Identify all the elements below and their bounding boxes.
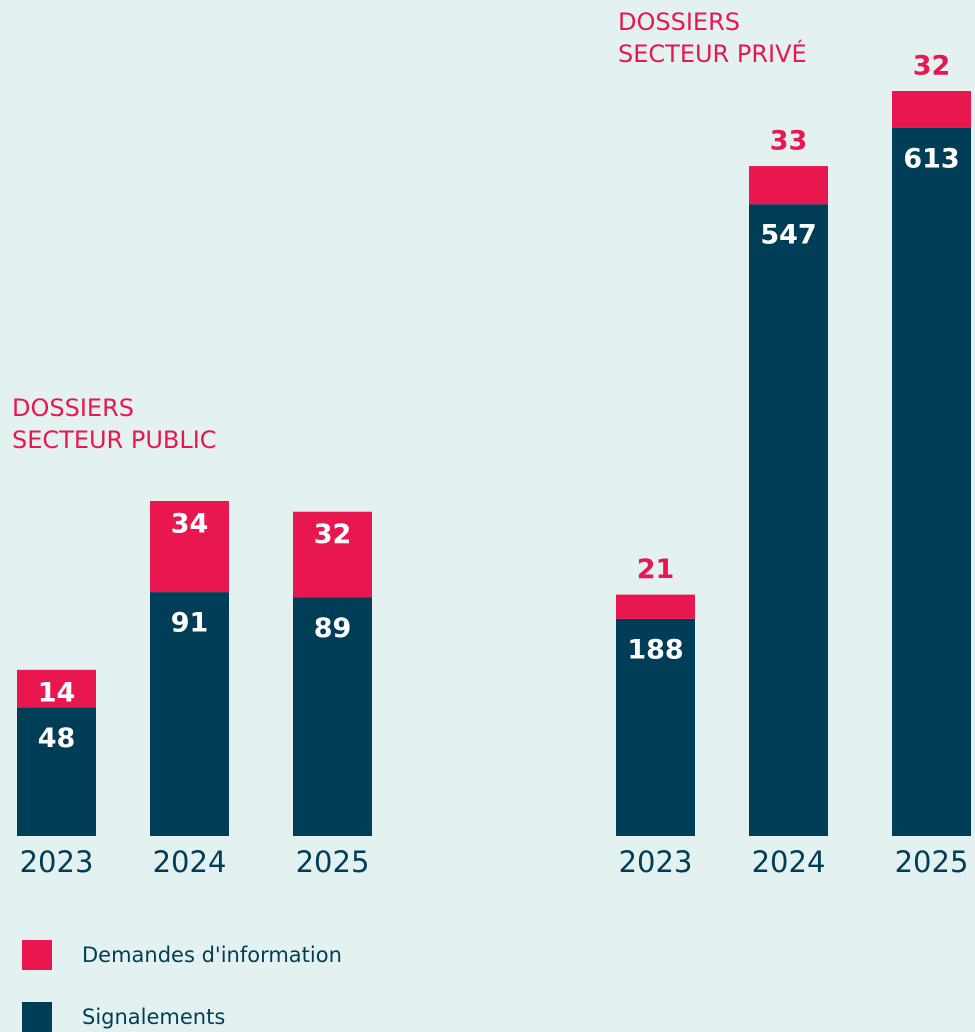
value-label: 91 [171, 608, 209, 639]
x-tick-label: 2023 [619, 845, 693, 879]
legend-label: Demandes d'information [82, 943, 342, 967]
x-tick-label: 2024 [153, 845, 227, 879]
bar-segment [150, 592, 229, 836]
value-label: 34 [171, 509, 209, 540]
x-tick-label: 2024 [752, 845, 826, 879]
bar-segment [150, 501, 229, 593]
x-tick-label: 2025 [296, 845, 370, 879]
bar-segment [892, 91, 971, 128]
bar-segment [17, 669, 96, 708]
bar-segment [616, 594, 695, 619]
bar-segment [17, 707, 96, 836]
value-label: 89 [314, 613, 352, 644]
legend-label: Signalements [82, 1005, 225, 1029]
x-tick-label: 2025 [895, 845, 969, 879]
value-label: 188 [627, 634, 683, 665]
chart-title: DOSSIERS SECTEUR PRIVÉ [618, 8, 807, 68]
bar-segment [749, 204, 828, 837]
bar-segment [293, 597, 372, 836]
value-label: 32 [913, 51, 951, 82]
bar-segment [293, 511, 372, 598]
x-tick-label: 2023 [20, 845, 94, 879]
bar-segment [616, 618, 695, 836]
value-label: 14 [38, 677, 76, 708]
value-label: 547 [760, 220, 816, 251]
value-label: 613 [903, 143, 959, 174]
legend-swatch [22, 940, 52, 970]
value-label: 33 [770, 126, 808, 157]
chart-title: DOSSIERS SECTEUR PUBLIC [12, 394, 217, 454]
legend-swatch [22, 1002, 52, 1032]
value-label: 48 [38, 723, 76, 754]
value-label: 21 [637, 554, 675, 585]
bar-segment [749, 166, 828, 205]
bar-segment [892, 127, 971, 836]
value-label: 32 [314, 519, 352, 550]
